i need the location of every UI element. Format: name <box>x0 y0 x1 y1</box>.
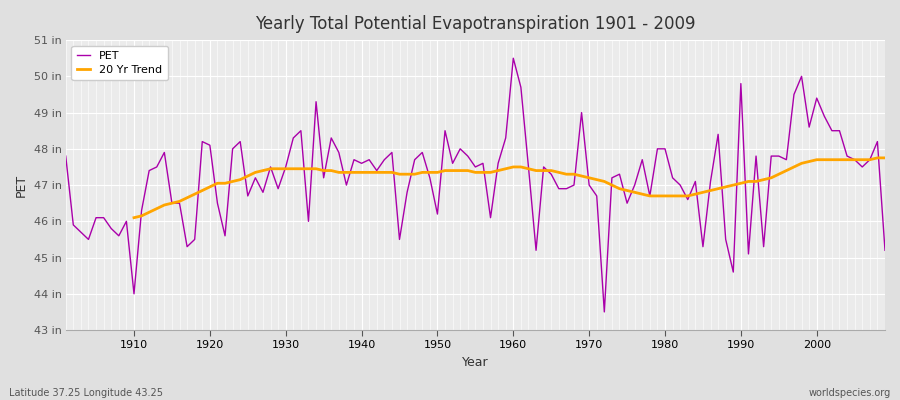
20 Yr Trend <box>303 166 314 171</box>
Title: Yearly Total Potential Evapotranspiration 1901 - 2009: Yearly Total Potential Evapotranspiratio… <box>255 15 696 33</box>
20 Yr Trend <box>872 156 883 160</box>
Legend: PET, 20 Yr Trend: PET, 20 Yr Trend <box>71 46 167 80</box>
20 Yr Trend <box>819 157 830 162</box>
PET <box>614 172 625 176</box>
PET <box>516 85 526 90</box>
20 Yr Trend <box>879 156 890 160</box>
Y-axis label: PET: PET <box>15 174 28 197</box>
PET <box>598 310 609 314</box>
20 Yr Trend <box>576 174 587 178</box>
20 Yr Trend <box>129 215 140 220</box>
20 Yr Trend <box>273 166 284 171</box>
PET <box>60 154 71 158</box>
PET <box>121 219 131 224</box>
20 Yr Trend <box>842 157 852 162</box>
X-axis label: Year: Year <box>462 356 489 369</box>
PET <box>500 136 511 140</box>
Line: PET: PET <box>66 58 885 312</box>
PET <box>333 150 344 155</box>
Line: 20 Yr Trend: 20 Yr Trend <box>134 158 885 218</box>
PET <box>508 56 518 61</box>
PET <box>288 136 299 140</box>
Text: worldspecies.org: worldspecies.org <box>809 388 891 398</box>
20 Yr Trend <box>516 164 526 169</box>
PET <box>879 248 890 253</box>
Text: Latitude 37.25 Longitude 43.25: Latitude 37.25 Longitude 43.25 <box>9 388 163 398</box>
